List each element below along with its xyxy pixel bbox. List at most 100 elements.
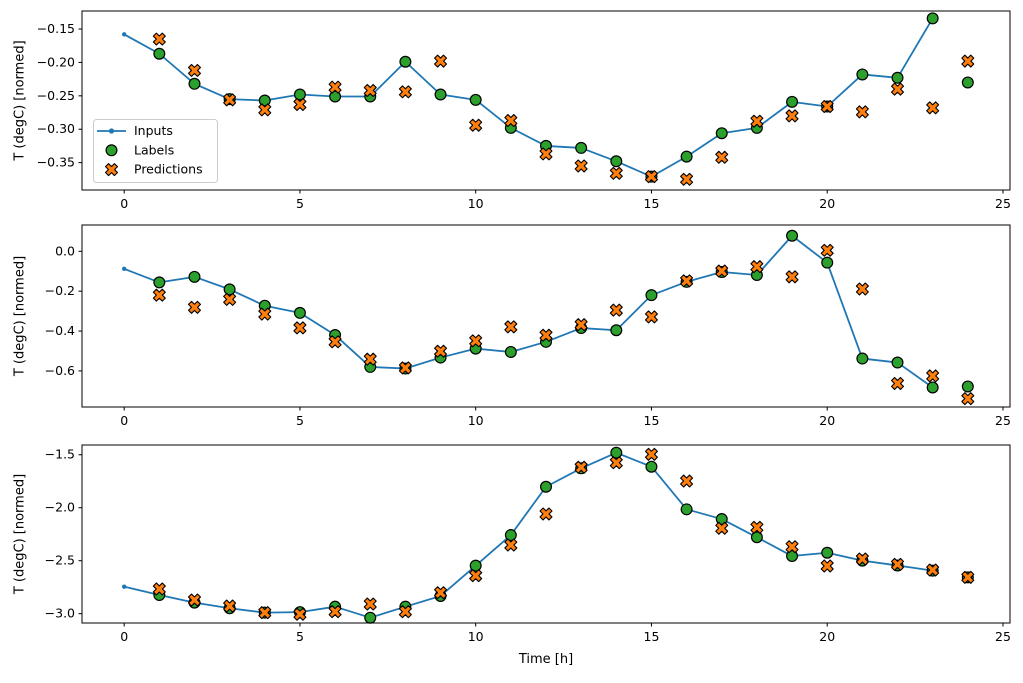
predictions-marker <box>926 369 940 383</box>
predictions-marker <box>469 569 483 583</box>
predictions-marker <box>504 538 518 552</box>
labels-marker <box>926 12 939 25</box>
inputs-marker <box>121 32 127 37</box>
predictions-marker <box>890 376 905 390</box>
predictions-marker <box>469 334 483 348</box>
labels-marker <box>645 460 658 473</box>
labels-marker <box>504 345 517 358</box>
legend-item-predictions: Predictions <box>104 162 203 177</box>
legend-item-inputs: Inputs <box>97 123 173 138</box>
y-tick-label: −0.20 <box>37 54 75 69</box>
predictions-marker <box>961 392 975 406</box>
labels-marker <box>364 611 377 624</box>
predictions-marker <box>363 597 377 611</box>
predictions-marker <box>152 288 166 302</box>
predictions-marker <box>855 105 869 119</box>
predictions-marker <box>680 274 694 288</box>
labels-marker <box>680 503 693 516</box>
x-tick-label: 20 <box>819 196 835 211</box>
labels-marker <box>786 550 799 563</box>
y-tick-label: −3.0 <box>45 606 75 621</box>
subplot-bottom: −1.5 −2.0 −2.5 −3.0 0 5 10 15 20 25 T (degC) [norm… <box>13 444 1011 644</box>
inputs-line <box>123 234 934 389</box>
x-tick-label: 15 <box>644 196 660 211</box>
labels-marker <box>293 88 306 101</box>
labels-marker <box>680 150 693 163</box>
predictions-marker <box>680 172 694 186</box>
x-tick-label: 5 <box>296 629 304 644</box>
labels-marker <box>504 529 517 542</box>
predictions-marker <box>961 54 975 68</box>
inputs-line <box>123 451 934 619</box>
predictions-marker <box>750 260 764 274</box>
labels-marker <box>856 68 869 81</box>
y-tick-label: −0.25 <box>37 88 75 103</box>
predictions-marker <box>398 361 412 375</box>
predictions-marker <box>328 605 342 619</box>
plot-area-border <box>81 444 1011 624</box>
legend-item-label: Inputs <box>134 123 173 138</box>
predictions-marker <box>961 570 975 584</box>
labels-marker <box>329 90 342 103</box>
y-tick-label: −0.4 <box>45 323 75 338</box>
x-tick-label: 15 <box>644 413 660 428</box>
predictions-marker <box>926 101 940 115</box>
labels-marker <box>610 324 623 337</box>
predictions-marker <box>293 321 307 335</box>
predictions-marker <box>609 303 623 317</box>
labels-marker <box>786 95 799 108</box>
inputs-line <box>123 17 934 178</box>
predictions-marker <box>644 310 658 324</box>
predictions-marker <box>715 521 729 535</box>
predictions-marker <box>785 270 799 284</box>
predictions-marker <box>504 320 518 334</box>
predictions-marker <box>258 606 272 620</box>
predictions-marker <box>890 82 905 96</box>
x-tick-label: 5 <box>296 196 304 211</box>
y-axis-label: T (degC) [normed] <box>13 256 28 377</box>
predictions-marker <box>187 63 202 77</box>
labels-marker <box>786 229 799 242</box>
labels-marker <box>469 93 482 106</box>
legend-box <box>93 119 218 183</box>
predictions-marker <box>223 599 237 613</box>
predictions-marker <box>785 540 799 554</box>
legend-circle-icon <box>105 144 118 157</box>
predictions-marker <box>574 460 588 474</box>
predictions-marker <box>680 474 694 488</box>
labels-marker <box>891 356 904 369</box>
labels-marker <box>856 352 869 365</box>
predictions-marker <box>820 559 834 573</box>
labels-marker <box>188 77 201 90</box>
labels-marker <box>645 289 658 302</box>
labels-marker <box>610 155 623 168</box>
predictions-marker <box>328 80 342 94</box>
predictions-marker <box>187 593 202 607</box>
x-axis-label: Time [h] <box>518 652 573 667</box>
y-tick-label: −2.5 <box>45 553 75 568</box>
legend-item-labels: Labels <box>105 142 174 157</box>
legend-x-icon <box>104 163 119 177</box>
predictions-marker <box>469 118 483 132</box>
labels-marker <box>399 55 412 68</box>
subplot-middle: 0.0 −0.2 −0.4 −0.6 0 5 10 15 20 25 T (degC) [norme… <box>13 224 1011 428</box>
labels-marker <box>434 88 447 101</box>
predictions-marker <box>890 557 905 571</box>
predictions-marker <box>926 563 940 577</box>
predictions-marker <box>434 54 448 68</box>
predictions-marker <box>609 456 623 470</box>
x-tick-label: 25 <box>995 629 1011 644</box>
legend-item-label: Predictions <box>134 162 203 177</box>
subplot-top: −0.15 −0.20 −0.25 −0.30 −0.35 0 5 10 15 20 25 T (de… <box>13 10 1011 211</box>
x-tick-label: 0 <box>120 196 128 211</box>
labels-marker <box>293 306 306 319</box>
labels-marker <box>926 381 939 394</box>
predictions-marker <box>258 103 272 117</box>
predictions-marker <box>258 307 272 321</box>
inputs-marker <box>121 584 127 589</box>
predictions-marker <box>820 99 834 114</box>
predictions-marker <box>539 507 553 521</box>
labels-marker <box>223 283 236 296</box>
